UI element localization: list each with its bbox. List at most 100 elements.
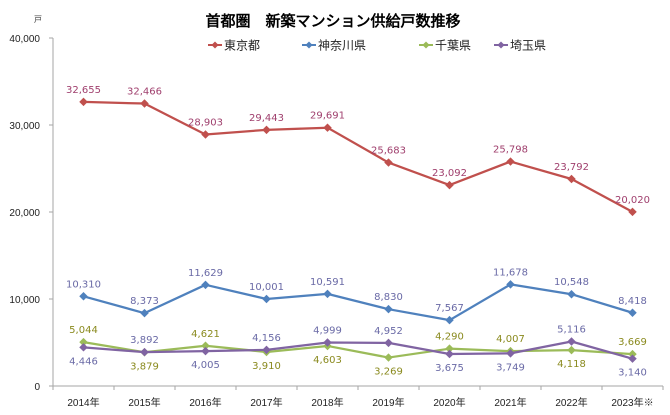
data-label: 3,669: [618, 337, 647, 348]
legend-marker-swatch: [422, 41, 430, 49]
data-point-marker: [567, 337, 576, 346]
data-point-marker: [79, 343, 88, 352]
data-label: 3,892: [130, 335, 159, 346]
legend: 東京都 神奈川県 千葉県 埼玉県: [208, 39, 546, 53]
data-label: 5,044: [69, 325, 98, 336]
data-label: 3,269: [374, 367, 403, 378]
y-axis: 0 10,000 20,000 30,000 40,000: [9, 34, 54, 393]
data-label: 10,310: [66, 279, 101, 290]
data-label: 32,466: [127, 87, 162, 98]
data-label: 8,830: [374, 292, 403, 303]
data-point-marker: [506, 280, 515, 289]
legend-item: 千葉県: [419, 39, 471, 53]
data-point-marker: [262, 294, 271, 304]
data-point-marker: [445, 344, 454, 353]
data-label: 5,116: [557, 324, 586, 335]
legend-marker-swatch: [497, 41, 505, 49]
data-point-marker: [323, 123, 332, 132]
x-tick-label: 2017年: [250, 396, 282, 409]
data-label: 4,156: [252, 333, 281, 344]
y-tick-label: 40,000: [9, 34, 40, 45]
x-tick-label: 2018年: [311, 396, 343, 409]
data-label: 10,001: [249, 282, 284, 293]
data-labels-layer: 32,655 32,466 28,903 29,443 29,691 25,683 23,0…: [66, 85, 650, 379]
data-label: 23,792: [554, 162, 589, 173]
data-point-marker: [384, 353, 393, 362]
data-point-marker: [628, 354, 637, 363]
data-point-marker: [445, 349, 454, 359]
data-label: 4,290: [435, 332, 464, 343]
data-point-marker: [567, 174, 576, 184]
data-point-marker: [140, 308, 149, 318]
y-tick-label: 0: [34, 382, 40, 393]
data-label: 4,005: [191, 360, 220, 371]
legend-item: 埼玉県: [494, 39, 546, 53]
data-label: 4,007: [496, 334, 525, 345]
data-point-marker: [79, 337, 88, 347]
data-label: 28,903: [188, 118, 223, 129]
y-tick-label: 10,000: [9, 295, 40, 306]
data-label: 29,443: [249, 113, 284, 124]
data-point-marker: [79, 292, 88, 301]
data-label: 3,140: [618, 368, 647, 379]
x-tick-label: 2019年: [372, 396, 404, 409]
legend-label: 東京都: [224, 39, 260, 53]
legend-marker-swatch: [305, 41, 313, 49]
x-tick-label: 2016年: [189, 396, 221, 409]
data-label: 3,910: [252, 361, 281, 372]
data-label: 11,629: [188, 268, 223, 279]
data-point-marker: [445, 315, 454, 325]
series-line: [83, 283, 633, 322]
series-1: [79, 280, 637, 325]
data-point-marker: [323, 338, 332, 347]
series-line: [83, 341, 633, 359]
data-point-marker: [323, 289, 332, 299]
data-label: 4,621: [191, 329, 220, 340]
x-axis: 2014年 2015年 2016年 2017年 2018年 2019年 2020年 2021年…: [52, 385, 664, 409]
data-label: 25,683: [371, 146, 406, 157]
legend-item: 東京都: [208, 39, 260, 53]
data-point-marker: [628, 308, 637, 318]
data-label: 10,591: [310, 277, 345, 288]
data-label: 25,798: [493, 145, 528, 156]
data-point-marker: [201, 130, 210, 139]
series-layer: [79, 97, 637, 363]
data-point-marker: [384, 158, 393, 167]
data-label: 20,020: [615, 195, 650, 206]
data-point-marker: [262, 125, 271, 135]
data-point-marker: [567, 289, 576, 299]
data-label: 10,548: [554, 277, 589, 288]
x-tick-label: 2015年: [128, 396, 160, 409]
data-label: 4,999: [313, 326, 342, 337]
data-point-marker: [567, 345, 576, 355]
x-tick-label: 2014年: [67, 396, 99, 409]
data-label: 8,373: [130, 296, 159, 307]
x-tick-label: 2020年: [433, 396, 465, 409]
data-point-marker: [628, 207, 637, 217]
data-label: 3,879: [130, 361, 159, 372]
legend-item: 神奈川県: [302, 39, 366, 53]
legend-label: 千葉県: [435, 39, 471, 53]
data-point-marker: [384, 338, 393, 348]
series-line: [83, 100, 634, 213]
chart-title: 首都圏 新築マンション供給戸数推移: [205, 12, 460, 30]
data-label: 8,418: [618, 296, 647, 307]
data-point-marker: [79, 97, 88, 107]
data-point-marker: [140, 347, 149, 357]
y-tick-label: 20,000: [9, 208, 40, 219]
series-3: [79, 337, 637, 363]
data-point-marker: [506, 157, 515, 166]
legend-marker-swatch: [211, 41, 219, 49]
data-point-marker: [506, 349, 515, 358]
data-label: 32,655: [66, 85, 101, 96]
y-tick-label: 30,000: [9, 121, 40, 132]
data-label: 3,749: [496, 362, 525, 373]
data-label: 29,691: [310, 111, 345, 122]
data-point-marker: [445, 180, 454, 190]
series-line: [83, 340, 633, 360]
x-tick-label: 2022年: [555, 396, 587, 409]
data-label: 7,567: [435, 303, 464, 314]
legend-label: 埼玉県: [510, 39, 546, 53]
legend-label: 神奈川県: [318, 39, 366, 53]
